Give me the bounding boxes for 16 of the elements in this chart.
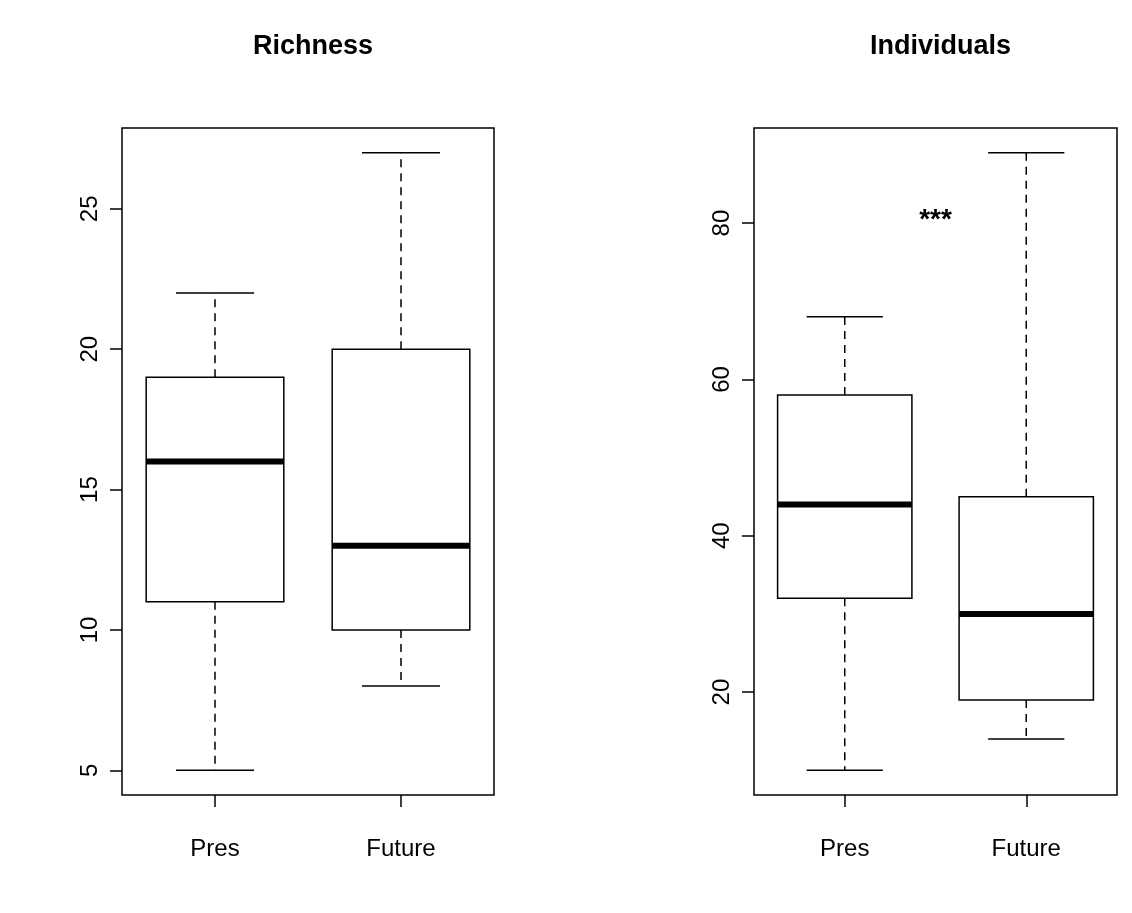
y-tick-label: 15 (74, 476, 102, 503)
annotation: *** (919, 202, 952, 234)
y-tick-label: 10 (74, 616, 102, 644)
x-tick-label: Pres (820, 833, 870, 861)
x-tick-label: Future (991, 833, 1061, 861)
chart-title: Individuals (869, 29, 1012, 60)
y-tick-label: 40 (706, 522, 734, 550)
y-tick-label: 20 (706, 678, 734, 706)
y-tick-label: 20 (74, 335, 102, 363)
x-tick-label: Future (366, 833, 436, 861)
y-tick-label: 25 (74, 195, 102, 223)
x-tick-label: Pres (190, 833, 240, 861)
y-tick-label: 80 (706, 209, 734, 237)
chart-title: Richness (252, 29, 374, 60)
y-tick-label: 60 (706, 366, 734, 393)
y-tick-label: 5 (74, 763, 102, 777)
